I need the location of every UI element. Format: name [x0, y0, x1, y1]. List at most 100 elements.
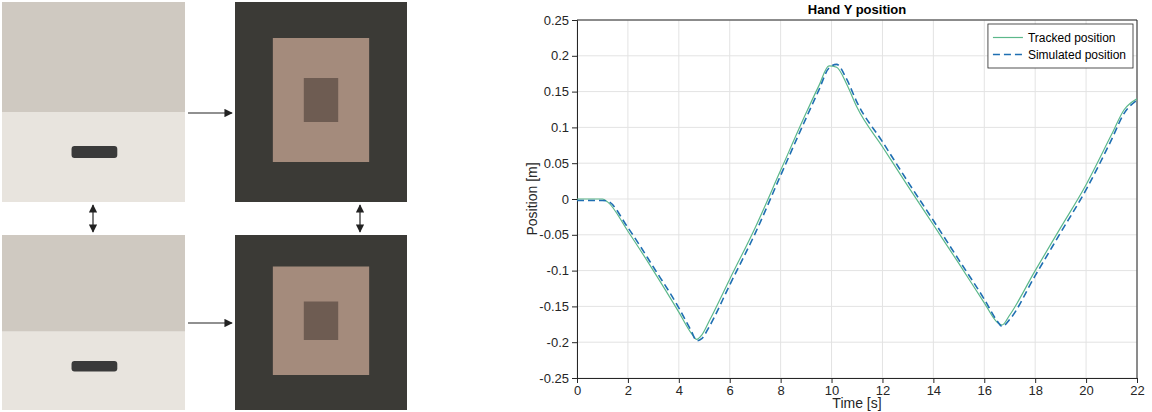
- tick-label: 0.2: [551, 48, 569, 63]
- legend-label: Tracked position: [1028, 31, 1116, 45]
- grid-line: [577, 163, 1137, 164]
- tick-mark: [572, 92, 577, 93]
- tick: 18: [1028, 378, 1042, 398]
- series-group: [577, 64, 1137, 340]
- tick-label: 4: [676, 383, 683, 398]
- tick-mark: [572, 306, 577, 307]
- tick-label: 22: [1130, 383, 1144, 398]
- grid-line: [577, 127, 1137, 128]
- tick: -0.1: [547, 263, 577, 278]
- module-view: [273, 38, 369, 162]
- tick-label: 14: [927, 383, 941, 398]
- tick: 22: [1130, 378, 1144, 398]
- tick-mark: [572, 20, 577, 21]
- grid-line: [1137, 20, 1138, 378]
- tick: 14: [927, 378, 941, 398]
- legend-label: Simulated position: [1028, 48, 1126, 62]
- tick-label: -0.2: [547, 335, 569, 350]
- y-axis-title: Position [m]: [524, 162, 540, 235]
- tick-label: 8: [778, 383, 785, 398]
- tick-mark: [572, 127, 577, 128]
- tick-mark: [572, 342, 577, 343]
- chart: 0246810121416182022-0.25-0.2-0.15-0.1-0.…: [524, 2, 1145, 411]
- legend-swatch: [993, 54, 1023, 56]
- tick-mark: [572, 235, 577, 236]
- tick: 0.25: [544, 13, 577, 28]
- y-axis: -0.25 -0.2 -0.15 -0.1 -0.05 0 0.05 0.1 0.15 0.2 0.…: [539, 13, 577, 386]
- tick: 0.1: [551, 120, 577, 135]
- tick-label: -0.15: [539, 299, 569, 314]
- tick: 8: [778, 378, 785, 398]
- legend: Tracked position Simulated position: [988, 24, 1133, 68]
- tick: 0.2: [551, 48, 577, 63]
- grid: [577, 20, 1137, 378]
- tick: -0.25: [539, 371, 577, 386]
- tick-label: -0.1: [547, 263, 569, 278]
- legend-box: [988, 24, 1133, 68]
- grid-line: [577, 199, 1137, 200]
- grid-line: [577, 20, 1137, 21]
- tick: 20: [1079, 378, 1093, 398]
- series-line: [577, 64, 1137, 340]
- tick: 0: [562, 192, 577, 207]
- tick-label: 0.05: [544, 156, 569, 171]
- tick-label: -0.25: [539, 371, 569, 386]
- tick-label: 2: [625, 383, 632, 398]
- tick-label: 20: [1079, 383, 1093, 398]
- grid-line: [577, 342, 1137, 343]
- tick-label: 0.25: [544, 13, 569, 28]
- tick: 6: [727, 378, 734, 398]
- legend-swatch: [993, 37, 1023, 38]
- screenshot: [235, 235, 407, 410]
- tick-label: 0: [562, 192, 569, 207]
- arrow: [359, 205, 360, 232]
- photo: [2, 2, 185, 202]
- desk: [2, 331, 185, 410]
- tick: -0.15: [539, 299, 577, 314]
- sensor: [72, 146, 118, 158]
- grid-line: [577, 91, 1137, 92]
- screenshot: [235, 2, 407, 202]
- grid-line: [577, 306, 1137, 307]
- arrow: [188, 112, 232, 113]
- tick-label: 0.15: [544, 84, 569, 99]
- chart-title: Hand Y position: [808, 2, 907, 17]
- tick: 0: [574, 378, 581, 398]
- hatch: [304, 302, 338, 341]
- tick: 4: [676, 378, 683, 398]
- tick: 0.15: [544, 84, 577, 99]
- axis-line: [578, 379, 1138, 384]
- photo: [2, 235, 185, 410]
- tick: -0.2: [547, 335, 577, 350]
- tick: 16: [978, 378, 992, 398]
- tick-mark: [572, 271, 577, 272]
- grid-line: [577, 270, 1137, 271]
- arrow: [188, 322, 232, 323]
- tick-label: 16: [978, 383, 992, 398]
- tick-label: 0.1: [551, 120, 569, 135]
- tick-label: 0: [574, 383, 581, 398]
- frame: [1137, 20, 1138, 378]
- frame: [577, 20, 1137, 21]
- x-axis-title: Time [s]: [832, 395, 881, 411]
- hatch: [304, 78, 338, 122]
- tick-mark: [572, 378, 577, 379]
- tick-mark: [572, 163, 577, 164]
- tick: 2: [625, 378, 632, 398]
- grid-line: [577, 234, 1137, 235]
- sensor: [72, 361, 118, 372]
- figure: 0246810121416182022-0.25-0.2-0.15-0.1-0.…: [0, 0, 1152, 412]
- tick-label: 6: [727, 383, 734, 398]
- series-line: [577, 66, 1137, 340]
- plot-background: [577, 20, 1137, 378]
- tick-label: -0.05: [539, 227, 569, 242]
- desk: [2, 112, 185, 202]
- illustration: [2, 2, 407, 410]
- tick-mark: [572, 199, 577, 200]
- arrow: [92, 205, 93, 232]
- tick-mark: [572, 56, 577, 57]
- module-view: [273, 267, 369, 376]
- axis-line: [572, 21, 578, 379]
- tick: -0.05: [539, 227, 577, 242]
- tick: 0.05: [544, 156, 577, 171]
